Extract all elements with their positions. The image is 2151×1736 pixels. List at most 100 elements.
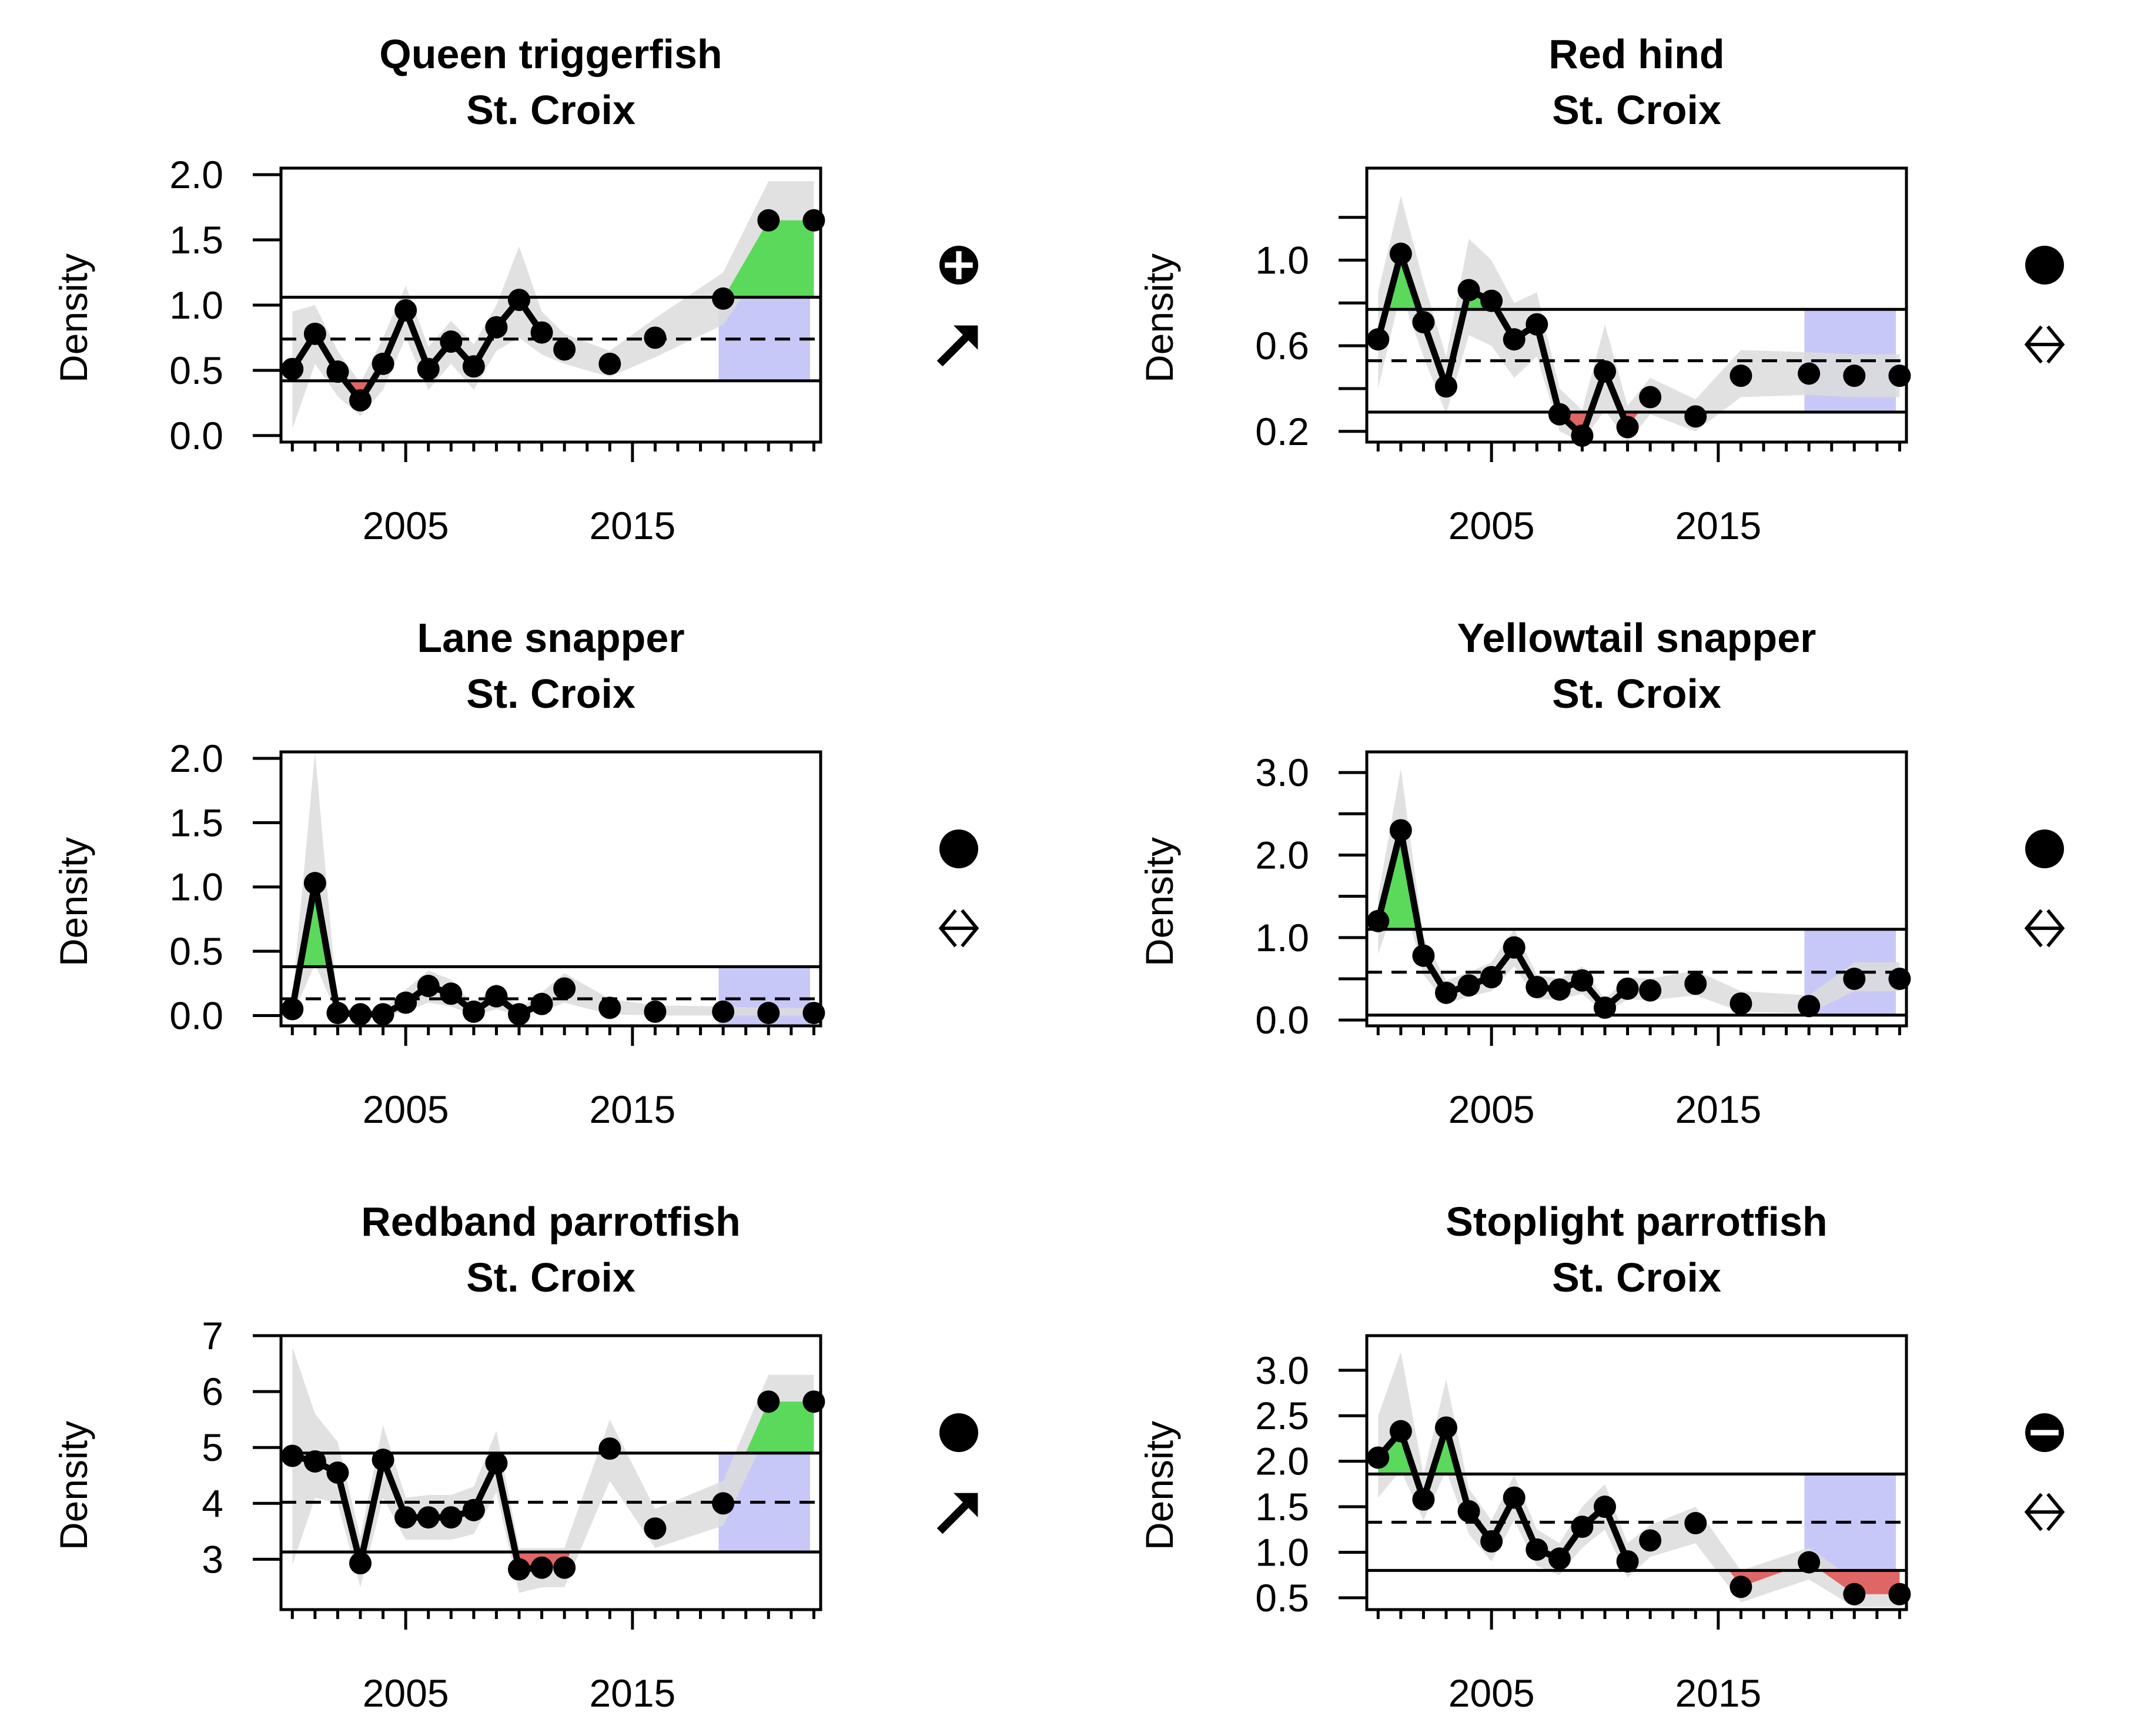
x-tick-label: 2015 [589, 504, 675, 547]
y-tick-label: 0.0 [1255, 998, 1309, 1042]
above-upper-fill-1 [745, 1401, 814, 1453]
x-tick-label: 2015 [1675, 504, 1761, 547]
data-point [712, 1000, 735, 1023]
y-tick-label: 2.0 [1255, 1440, 1309, 1483]
data-point [394, 1506, 417, 1529]
y-tick-label: 6 [202, 1370, 223, 1413]
y-tick-label: 2.5 [1255, 1394, 1309, 1437]
y-tick-label: 0.5 [169, 349, 223, 392]
data-point [553, 1556, 576, 1579]
data-point [326, 1002, 349, 1025]
data-point [1639, 386, 1662, 409]
panel-title: Redband parrotfish [361, 1199, 741, 1245]
y-tick-label: 0.6 [1255, 324, 1309, 367]
panel-title: Red hind [1548, 31, 1724, 77]
panel-title: Yellowtail snapper [1457, 615, 1817, 661]
filled-circle-icon-disc [939, 1413, 978, 1452]
y-tick-label: 4 [202, 1481, 223, 1525]
data-point [644, 326, 667, 349]
data-point [1457, 279, 1480, 302]
y-tick-label: 5 [202, 1426, 223, 1469]
data-point [394, 991, 417, 1014]
double-arrow-horizontal-icon-left [938, 909, 957, 948]
data-point [349, 389, 372, 412]
data-point [1503, 328, 1526, 351]
filled-circle-icon-disc [2025, 246, 2064, 285]
data-point [1548, 1547, 1571, 1570]
data-point [598, 352, 621, 375]
filled-circle-icon-disc [939, 829, 978, 868]
x-tick-label: 2015 [589, 1088, 675, 1131]
data-point [712, 287, 735, 310]
data-point [1389, 819, 1412, 842]
data-point [1412, 944, 1435, 967]
y-tick-label: 1.0 [1255, 239, 1309, 282]
data-point [1684, 405, 1707, 428]
plot-frame [1365, 750, 1908, 1028]
indicator-icons [936, 1413, 978, 1534]
data-point [1367, 328, 1390, 351]
data-point [1684, 972, 1707, 995]
data-point [598, 996, 621, 1019]
panel-1: Queen triggerfish St. Croix Density 0.0 0.5 1… [52, 31, 978, 547]
panel-subtitle: St. Croix [466, 1255, 635, 1300]
data-point [1616, 416, 1639, 439]
y-tick-label: 1.5 [1255, 1485, 1309, 1528]
data-point [1730, 1576, 1752, 1598]
data-point [1616, 977, 1639, 1000]
data-point [1594, 1496, 1616, 1518]
double-arrow-horizontal-icon-left [2024, 1493, 2043, 1531]
data-point [1548, 978, 1571, 1001]
panel-6: Stoplight parrotfish St. Croix Density 0.5 1… [1138, 1199, 2065, 1715]
data-point [1480, 289, 1503, 312]
data-point [1684, 1511, 1707, 1534]
y-tick-label: 1.5 [169, 801, 223, 844]
data-point [644, 1000, 667, 1023]
y-tick-label: 3.0 [1255, 751, 1309, 794]
indicator-icons [2024, 829, 2065, 948]
data-point [1526, 976, 1548, 999]
data-point [1457, 974, 1480, 997]
arrow-up-right-icon-shaft [936, 330, 974, 367]
y-axis-label: Density [52, 1421, 95, 1550]
arrow-up-right-icon-shaft [936, 1497, 974, 1534]
x-tick-label: 2005 [363, 1088, 449, 1131]
y-tick-label: 0.5 [1255, 1576, 1309, 1620]
above-upper-fill-0 [724, 220, 814, 297]
data-point [530, 992, 553, 1015]
data-point [1843, 967, 1866, 990]
y-tick-label: 1.0 [169, 283, 223, 327]
data-point [1798, 362, 1821, 385]
data-point [598, 1437, 621, 1460]
data-point [1571, 1516, 1594, 1538]
above-upper-fill-0 [300, 883, 330, 967]
panel-subtitle: St. Croix [1552, 1255, 1721, 1300]
data-point [1571, 969, 1594, 992]
x-tick-label: 2015 [1675, 1671, 1761, 1715]
data-point [530, 321, 553, 344]
data-point [372, 1449, 394, 1471]
above-upper-fill-0 [1378, 830, 1419, 929]
plot-frame [279, 1334, 822, 1611]
data-point [1594, 996, 1616, 1019]
panel-title: Stoplight parrotfish [1446, 1199, 1827, 1245]
data-point [1412, 311, 1435, 334]
y-tick-label: 1.0 [1255, 916, 1309, 959]
panel-subtitle: St. Croix [1552, 671, 1721, 717]
y-tick-label: 0.0 [169, 994, 223, 1037]
panel-subtitle: St. Croix [466, 671, 635, 717]
data-point [1526, 1538, 1548, 1561]
data-point [553, 338, 576, 361]
data-point [757, 1390, 780, 1413]
above-upper-fill-0 [1386, 253, 1420, 310]
y-axis-label: Density [1138, 1421, 1181, 1550]
data-point [508, 289, 530, 312]
panel-subtitle: St. Croix [1552, 87, 1721, 133]
x-tick-label: 2015 [589, 1671, 675, 1715]
double-arrow-horizontal-icon-right [2046, 1493, 2065, 1531]
ci-band [292, 181, 814, 429]
data-point [553, 977, 576, 1000]
data-point [1480, 966, 1503, 989]
data-point [757, 209, 780, 232]
